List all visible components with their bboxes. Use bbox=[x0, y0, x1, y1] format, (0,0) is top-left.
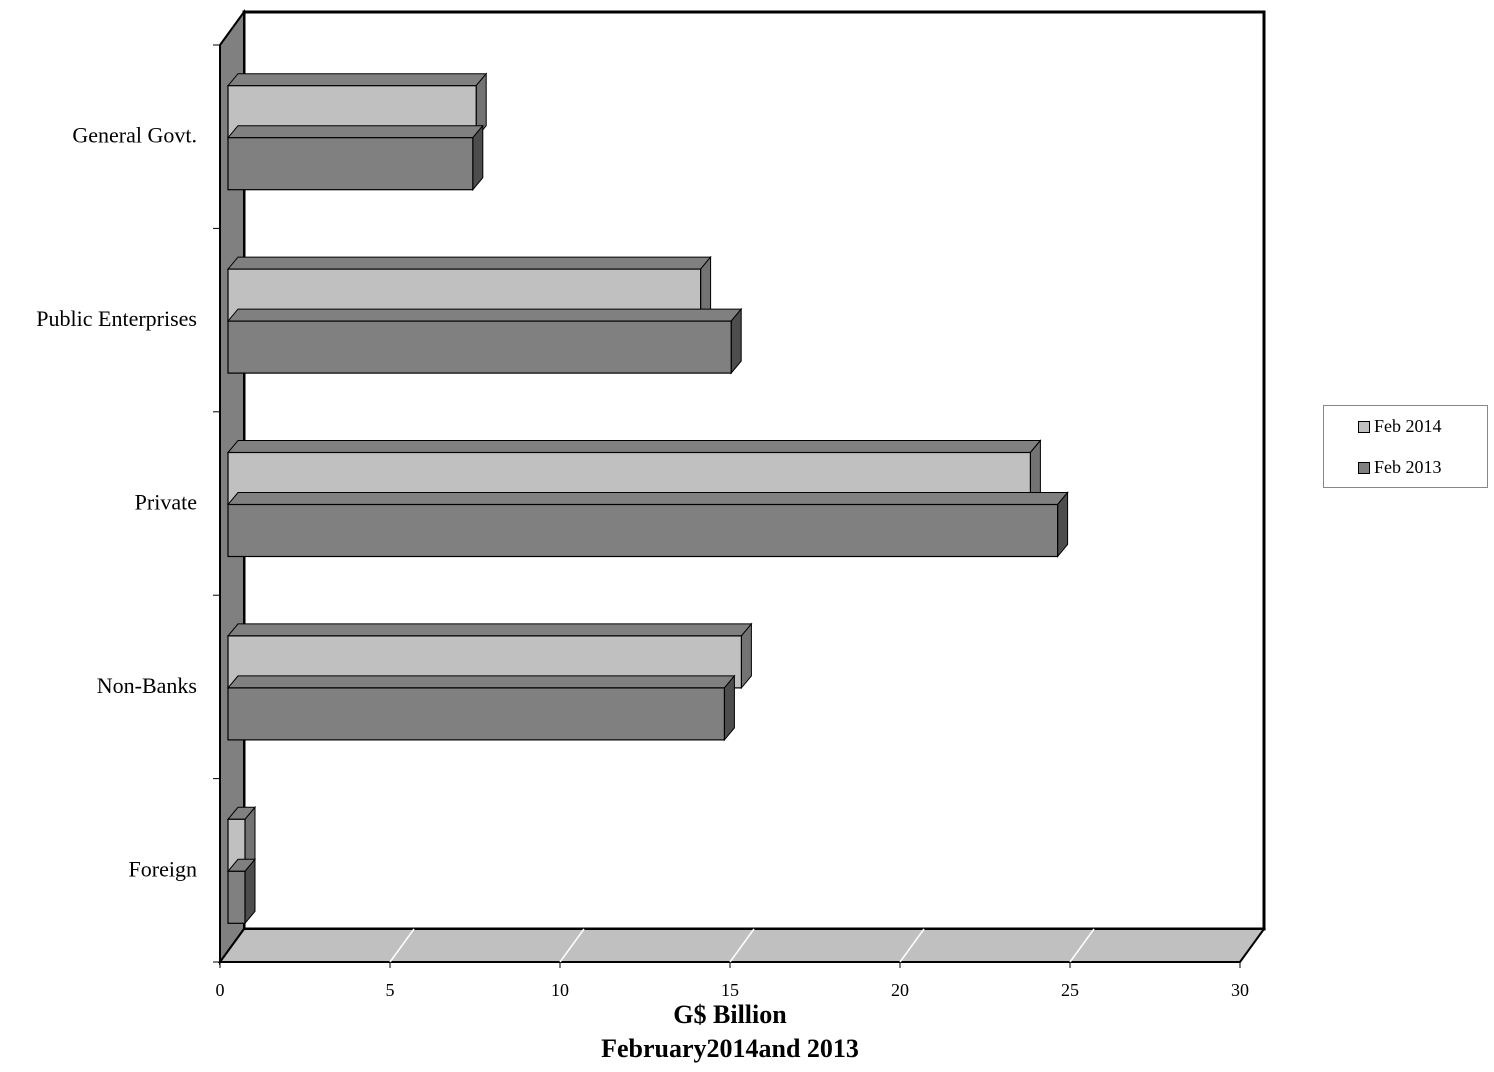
floor-gridline bbox=[559, 928, 585, 963]
legend-label-feb-2014: Feb 2014 bbox=[1374, 416, 1442, 436]
floor-gridline bbox=[389, 928, 415, 963]
x-tick-label-0: 0 bbox=[216, 980, 225, 1000]
y-tick-label-general-govt: General Govt. bbox=[72, 123, 197, 148]
bar-feb-2013-public-enterprises bbox=[226, 307, 743, 375]
x-tick-label-20: 20 bbox=[891, 980, 909, 1000]
y-tick-label-private: Private bbox=[135, 490, 197, 515]
y-tick-label-public-enterprises: Public Enterprises bbox=[36, 306, 197, 331]
bar-feb-2013-private bbox=[226, 491, 1069, 558]
bar-feb-2013-foreign bbox=[226, 857, 257, 925]
floor-gridline bbox=[899, 928, 925, 963]
legend-swatch-feb-2014 bbox=[1358, 420, 1370, 433]
x-tick-label-25: 25 bbox=[1061, 980, 1079, 1000]
legend-item-feb-2014: Feb 2014 bbox=[1358, 416, 1442, 437]
floor-gridline bbox=[729, 928, 755, 963]
chart-subtitle: February2014and 2013 bbox=[601, 1034, 859, 1063]
chart-legend: Feb 2014 Feb 2013 bbox=[1323, 405, 1488, 488]
x-tick-label-15: 15 bbox=[721, 980, 739, 1000]
x-tick-label-5: 5 bbox=[386, 980, 395, 1000]
legend-label-feb-2013: Feb 2013 bbox=[1374, 457, 1442, 477]
x-tick-label-30: 30 bbox=[1231, 980, 1249, 1000]
bar-feb-2013-non-banks bbox=[226, 674, 736, 742]
x-tick-label-10: 10 bbox=[551, 980, 569, 1000]
legend-swatch-feb-2013 bbox=[1358, 461, 1370, 474]
legend-item-feb-2013: Feb 2013 bbox=[1358, 457, 1442, 478]
floor-gridline bbox=[1069, 928, 1095, 963]
x-axis-title: G$ Billion bbox=[673, 1000, 787, 1029]
y-tick-label-non-banks: Non-Banks bbox=[97, 673, 197, 698]
bar-feb-2013-general-govt bbox=[226, 124, 484, 192]
bar-feb-2014-foreign bbox=[226, 805, 257, 873]
y-tick-label-foreign: Foreign bbox=[129, 856, 197, 881]
